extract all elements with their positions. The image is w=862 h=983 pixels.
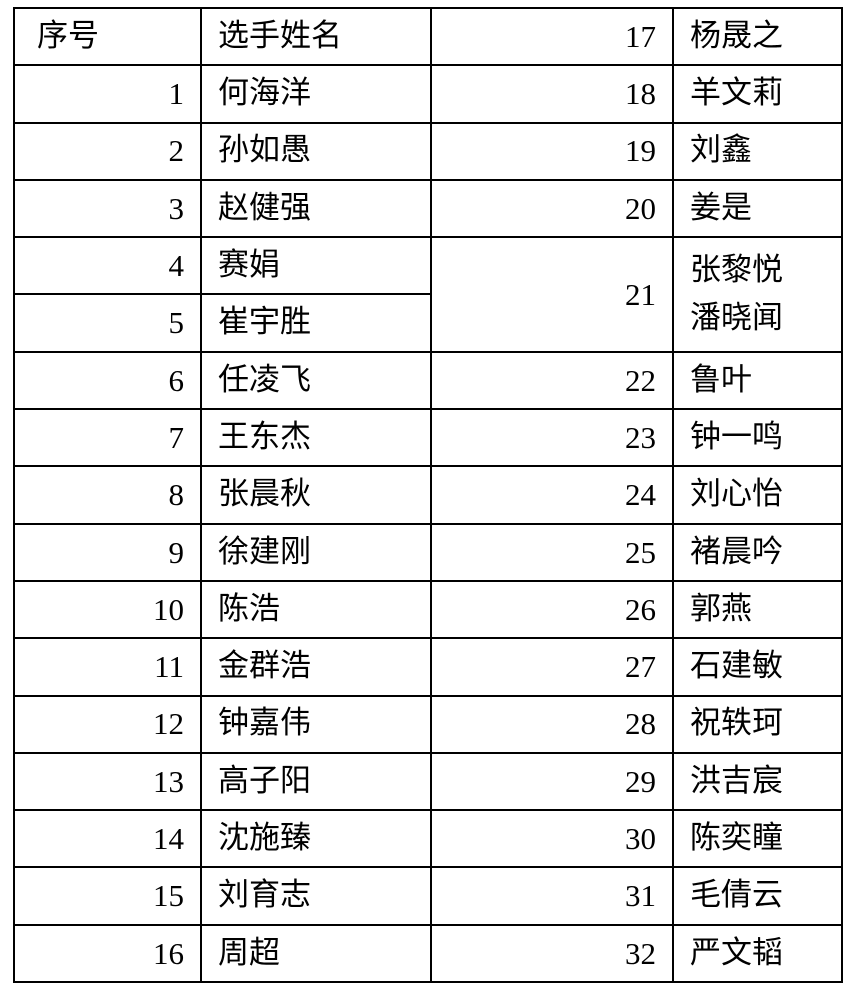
table-row: 5 崔宇胜 (13, 293, 842, 353)
table-row: 11 金群浩 27 石建敏 (13, 637, 843, 697)
table-row: 16 周超 32 严文韬 (13, 923, 843, 983)
player-name-right: 郭燕 (672, 579, 843, 640)
player-name-right: 褚晨吟 (672, 522, 843, 582)
table-row: 2 孙如愚 19 刘鑫 (13, 121, 843, 181)
player-name-line: 潘晓闻 (690, 300, 783, 337)
player-name-left: 徐建刚 (200, 522, 432, 582)
player-number-left: 11 (13, 637, 202, 697)
player-name-right: 石建敏 (672, 637, 843, 697)
player-name-right: 张黎悦 潘晓闻 (672, 236, 843, 353)
table-row: 6 任凌飞 22 鲁叶 (13, 350, 843, 411)
player-name-left: 赛娟 (200, 236, 432, 296)
player-name-right: 羊文莉 (672, 64, 843, 124)
player-number-right: 20 (430, 178, 674, 239)
player-number-right: 18 (430, 64, 674, 124)
table-row: 10 陈浩 26 郭燕 (13, 579, 843, 640)
player-name-right: 洪吉宸 (672, 751, 843, 812)
player-name-right: 杨晟之 (672, 6, 843, 67)
player-number-right: 28 (430, 694, 674, 754)
player-number-left: 2 (13, 121, 202, 181)
header-number-label: 序号 (13, 6, 202, 67)
header-name-label: 选手姓名 (200, 6, 432, 67)
player-number-left: 12 (13, 694, 202, 754)
player-name-right: 姜是 (672, 178, 843, 239)
player-number-left: 8 (13, 465, 202, 525)
player-number-left: 14 (13, 809, 202, 869)
player-number-right: 32 (430, 923, 674, 983)
table-row: 14 沈施臻 30 陈奕瞳 (13, 809, 843, 869)
player-name-right: 祝轶珂 (672, 694, 843, 754)
player-number-right: 27 (430, 637, 674, 697)
player-name-left: 任凌飞 (200, 350, 432, 411)
player-name-left: 何海洋 (200, 64, 432, 124)
player-name-right: 毛倩云 (672, 866, 843, 926)
player-name-right: 钟一鸣 (672, 408, 843, 468)
roster-table-body: 序号 选手姓名 17 杨晟之 1 何海洋 18 羊文莉 2 孙如愚 19 刘鑫 3 赵健强 20 姜是 4 赛娟 2… (13, 6, 843, 983)
player-name-left: 王东杰 (200, 408, 432, 468)
table-row: 15 刘育志 31 毛倩云 (13, 866, 843, 926)
player-number-left: 10 (13, 579, 202, 640)
table-row: 1 何海洋 18 羊文莉 (13, 64, 843, 124)
player-number-right: 29 (430, 751, 674, 812)
player-number-left: 6 (13, 350, 202, 411)
player-number-right: 19 (430, 121, 674, 181)
player-number-right: 21 (430, 236, 674, 353)
player-name-left: 陈浩 (200, 579, 432, 640)
player-name-left: 崔宇胜 (200, 293, 432, 353)
player-number-left: 13 (13, 751, 202, 812)
player-number-left: 9 (13, 522, 202, 582)
table-row: 4 赛娟 21 张黎悦 潘晓闻 (13, 236, 843, 353)
table-row: 13 高子阳 29 洪吉宸 (13, 751, 843, 812)
player-number-right: 25 (430, 522, 674, 582)
table-row: 9 徐建刚 25 褚晨吟 (13, 522, 843, 582)
player-number-right: 23 (430, 408, 674, 468)
player-number-left: 5 (13, 293, 202, 353)
player-name-right: 严文韬 (672, 923, 843, 983)
player-name-right: 陈奕瞳 (672, 809, 843, 869)
player-number-left: 4 (13, 236, 202, 296)
player-number-left: 7 (13, 408, 202, 468)
player-name-left: 赵健强 (200, 178, 432, 239)
player-name-left: 高子阳 (200, 751, 432, 812)
player-name-right: 鲁叶 (672, 350, 843, 411)
player-number-right: 17 (430, 6, 674, 67)
player-number-left: 3 (13, 178, 202, 239)
player-name-right: 刘鑫 (672, 121, 843, 181)
player-name-left: 周超 (200, 923, 432, 983)
player-number-right: 31 (430, 866, 674, 926)
player-name-left: 金群浩 (200, 637, 432, 697)
player-number-left: 15 (13, 866, 202, 926)
player-number-left: 16 (13, 923, 202, 983)
table-header-row: 序号 选手姓名 17 杨晟之 (13, 6, 843, 67)
player-name-left: 刘育志 (200, 866, 432, 926)
document-page: 序号 选手姓名 17 杨晟之 1 何海洋 18 羊文莉 2 孙如愚 19 刘鑫 3 赵健强 20 姜是 4 赛娟 2… (13, 6, 843, 983)
player-name-right: 刘心怡 (672, 465, 843, 525)
roster-table: 序号 选手姓名 17 杨晟之 1 何海洋 18 羊文莉 2 孙如愚 19 刘鑫 3 赵健强 20 姜是 4 赛娟 2… (13, 6, 843, 983)
player-name-left: 钟嘉伟 (200, 694, 432, 754)
player-number-right: 26 (430, 579, 674, 640)
player-number-right: 24 (430, 465, 674, 525)
table-row: 12 钟嘉伟 28 祝轶珂 (13, 694, 843, 754)
player-number-right: 22 (430, 350, 674, 411)
player-name-left: 张晨秋 (200, 465, 432, 525)
player-number-right: 30 (430, 809, 674, 869)
player-name-line: 张黎悦 (690, 252, 783, 289)
table-row: 3 赵健强 20 姜是 (13, 178, 843, 239)
player-name-left: 沈施臻 (200, 809, 432, 869)
table-row: 8 张晨秋 24 刘心怡 (13, 465, 843, 525)
player-number-left: 1 (13, 64, 202, 124)
player-name-left: 孙如愚 (200, 121, 432, 181)
table-row: 7 王东杰 23 钟一鸣 (13, 408, 843, 468)
